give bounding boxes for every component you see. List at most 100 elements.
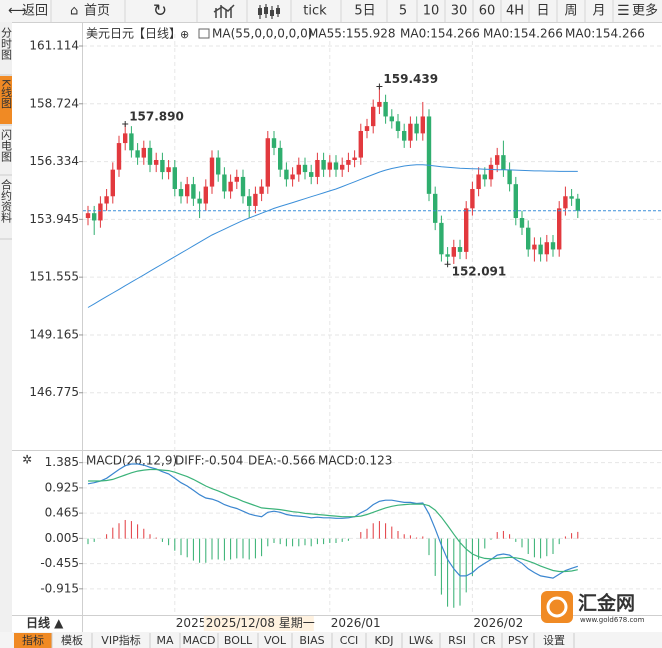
y-tick-label: 146.775 (29, 385, 79, 399)
toolbar-button[interactable]: 首页 (84, 4, 110, 19)
high-marker (122, 120, 129, 127)
bottom-tab[interactable]: 指标 (22, 633, 44, 647)
candle-body (389, 116, 394, 122)
period: 【日线】 (133, 27, 181, 41)
candle-body (563, 196, 568, 209)
cursor-label: 2025/12/08 星期一 (206, 616, 315, 630)
candle-body (302, 164, 308, 173)
bottom-tab[interactable]: BOLL (224, 634, 253, 647)
candle-body (296, 164, 301, 175)
bottom-tab[interactable]: KDJ (375, 634, 394, 647)
candle-body (402, 130, 407, 141)
period-label[interactable]: 日线 ▲ (26, 615, 64, 630)
candle-body (265, 138, 270, 187)
bottom-tab[interactable]: CCI (340, 634, 359, 647)
toolbar-button[interactable]: 月 (592, 4, 605, 19)
bottom-tab[interactable]: 模板 (61, 633, 83, 647)
candle-icon-body (258, 8, 262, 15)
candle-body (216, 157, 221, 175)
macd-title: MACD(26,12,9) (86, 454, 177, 468)
toolbar-button[interactable]: 4H (506, 4, 524, 19)
candle-body (352, 157, 357, 160)
side-tab[interactable]: 分时图 (0, 27, 13, 61)
candle-body (327, 162, 332, 170)
side-tab[interactable]: K线图 (0, 79, 13, 109)
candle-body (178, 189, 184, 197)
candle-body (457, 247, 463, 252)
candle-body (495, 155, 500, 165)
candle-body (538, 244, 543, 255)
candle-body (129, 133, 134, 151)
ma-icon (198, 28, 210, 39)
toolbar-button[interactable]: 返回 (22, 4, 48, 19)
candle-body (166, 167, 171, 173)
y-tick-label: 0.465 (45, 506, 79, 520)
candle-body (197, 198, 202, 204)
candle-body (451, 247, 456, 257)
toolbar-button[interactable]: 30 (451, 4, 468, 19)
home-icon: ⌂ (70, 4, 78, 19)
toolbar-button[interactable]: 60 (479, 4, 496, 19)
bottom-tab[interactable]: RSI (448, 634, 466, 647)
toolbar-button[interactable]: tick (303, 4, 327, 19)
y-tick-label: 153.945 (29, 212, 79, 226)
bottom-tab[interactable]: 设置 (543, 634, 565, 647)
candle-body (191, 184, 196, 199)
candle-body (172, 167, 177, 190)
ma-line (87, 164, 578, 308)
menu-icon: ☰ (617, 3, 630, 19)
bottom-tab[interactable]: VOL (264, 634, 287, 647)
candle-body (290, 174, 295, 180)
bottom-tab[interactable]: MA (156, 634, 173, 647)
candle-body (550, 242, 556, 250)
y-tick-label: 161.114 (29, 38, 79, 52)
candle-body (185, 184, 190, 197)
candle-body (371, 106, 376, 127)
candle-body (209, 157, 215, 187)
candle-body (358, 130, 363, 158)
toolbar-button[interactable]: 更多 (632, 3, 658, 19)
bottom-tab[interactable]: PSY (508, 634, 529, 647)
bottom-bar (0, 632, 662, 648)
candle-body (92, 213, 97, 221)
settings-icon[interactable]: ✲ (22, 453, 32, 467)
y-tick-label: 0.925 (45, 480, 79, 494)
toolbar-button[interactable]: 周 (564, 4, 577, 19)
candle-body (234, 176, 239, 182)
candle-body (203, 186, 208, 204)
x-tick-label: 2026/02 (473, 616, 523, 630)
candle-body (544, 242, 549, 255)
legend-entry: DIFF:-0.504 (175, 454, 243, 468)
candle-body (154, 159, 159, 165)
candle-body (278, 147, 283, 170)
toolbar-button[interactable]: 10 (423, 4, 440, 19)
bottom-tab[interactable]: BIAS (299, 634, 324, 647)
candle-body (383, 101, 388, 117)
candle-body (247, 196, 252, 206)
toolbar-button[interactable]: 日 (536, 4, 549, 19)
chart-type-icon[interactable] (213, 4, 235, 18)
bottom-tab[interactable]: MACD (183, 634, 216, 647)
toolbar-button[interactable]: 5日 (354, 4, 375, 19)
legend-entry: MA0:154.266 (565, 27, 645, 41)
y-tick-label: 1.385 (45, 455, 79, 469)
side-tab[interactable]: 闪电图 (0, 128, 13, 163)
side-tab[interactable]: 合约资料 (0, 178, 13, 224)
bottom-tab[interactable]: VIP指标 (101, 633, 140, 647)
candle-body (85, 213, 91, 219)
symbol-title: 美元日元 (86, 27, 134, 41)
x-tick-label: 2026/01 (331, 616, 381, 630)
legend-entry: MA55:155.928 (308, 27, 396, 41)
legend-entry: MA(55,0,0,0,0,0) (212, 27, 312, 41)
bottom-tab[interactable]: CR (480, 634, 496, 647)
toolbar-bg (0, 0, 662, 22)
candle-body (439, 222, 444, 255)
refresh-icon[interactable]: ↻ (153, 1, 167, 21)
candle-body (526, 227, 531, 250)
toolbar-button[interactable]: 5 (399, 4, 407, 19)
y-tick-label: 151.555 (29, 270, 79, 284)
bottom-tab[interactable]: LW& (409, 634, 434, 647)
y-tick-label: 156.334 (29, 154, 79, 168)
candle-body (340, 164, 345, 170)
